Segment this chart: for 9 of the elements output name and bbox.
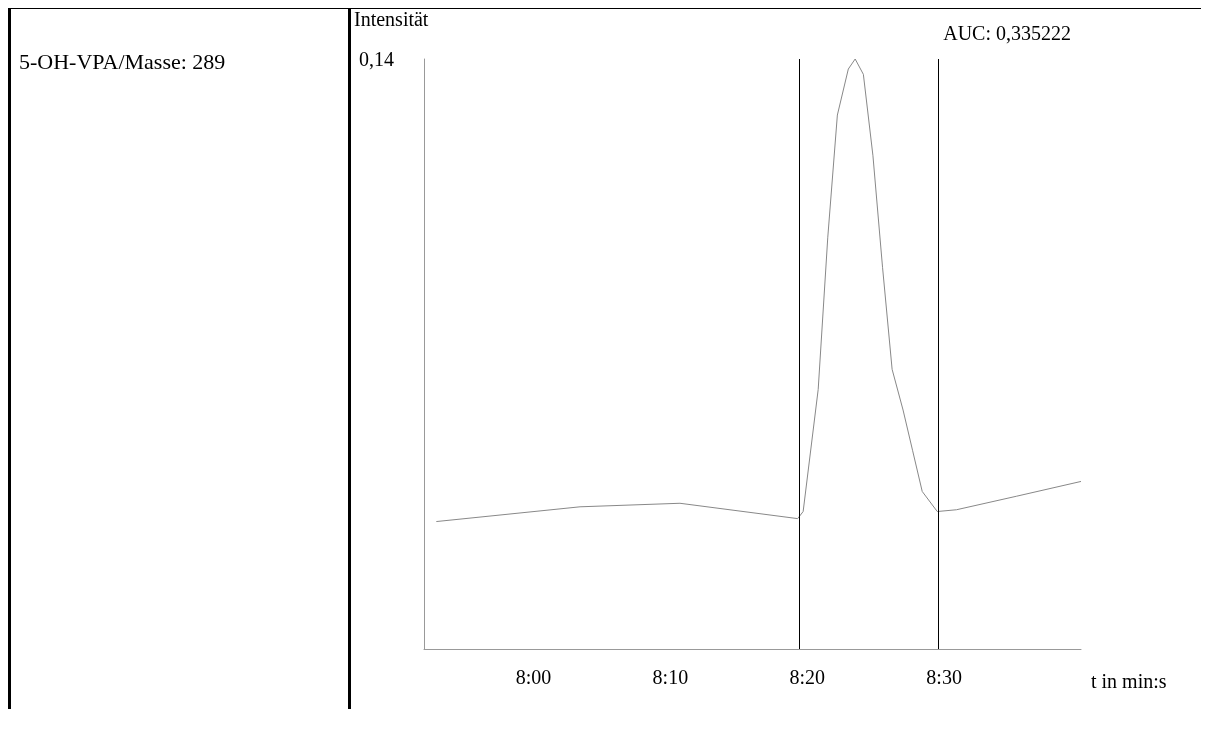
text: 5-OH-VPA/Masse: 289	[11, 9, 351, 709]
text: AUC: 0,335222	[943, 22, 1072, 44]
x-tick-label: 8:30	[926, 666, 962, 688]
x-tick-label: 8:10	[652, 666, 689, 688]
y-axis-title: Intensität	[354, 8, 429, 30]
x-tick-label: 8:20	[789, 666, 826, 688]
x-tick-label: 8:00	[515, 666, 552, 688]
x-axis-title: t in min:s	[1091, 670, 1167, 692]
text: 0,14	[359, 48, 394, 70]
